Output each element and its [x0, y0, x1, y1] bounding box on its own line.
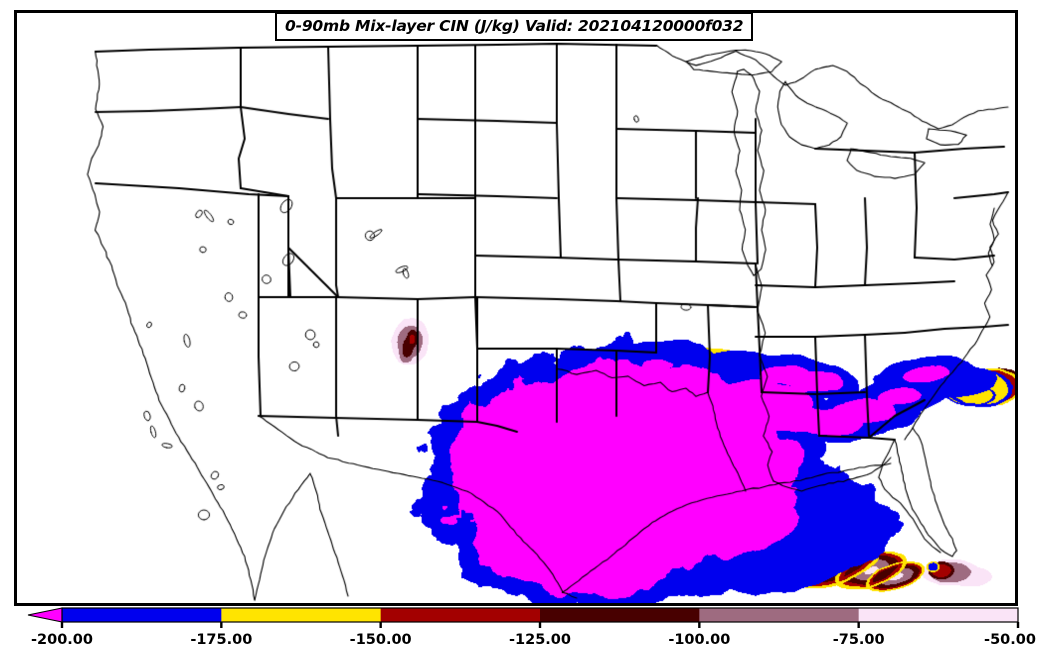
map-frame	[14, 10, 1018, 606]
map-title-box: 0-90mb Mix-layer CIN (J/kg) Valid: 20210…	[275, 12, 754, 41]
colorbar-tick-label: -175.00	[190, 632, 252, 648]
colorbar-segments	[27, 607, 1019, 623]
colorbar-segment	[858, 608, 1019, 622]
colorbar-svg: -200.00 -175.00 -150.00 -125.00 -100.00 -75.0…	[27, 607, 1036, 648]
colorbar-tick-label: -150.00	[350, 632, 412, 648]
colorbar-tick-labels: -200.00 -175.00 -150.00 -125.00 -100.00 -75.0…	[31, 632, 1036, 648]
colorbar-tick-label: -200.00	[31, 632, 93, 648]
colorbar-tick-label: -125.00	[509, 632, 571, 648]
colorbar: -200.00 -175.00 -150.00 -125.00 -100.00 -75.0…	[0, 600, 1044, 657]
conus-cin-map	[17, 13, 1015, 603]
colorbar-segment	[380, 608, 541, 622]
colorbar-ticks	[60, 622, 1020, 628]
colorbar-tick-label: -75.00	[833, 632, 885, 648]
colorbar-segment	[221, 608, 382, 622]
map-title: 0-90mb Mix-layer CIN (J/kg) Valid: 20210…	[285, 17, 744, 35]
colorbar-tick-label: -50.00	[984, 632, 1036, 648]
colorbar-tick-label: -100.00	[668, 632, 730, 648]
colorbar-segment	[699, 608, 860, 622]
colorbar-segment	[540, 608, 700, 622]
colorbar-extend-arrow	[27, 607, 63, 623]
colorbar-segment	[62, 608, 222, 622]
